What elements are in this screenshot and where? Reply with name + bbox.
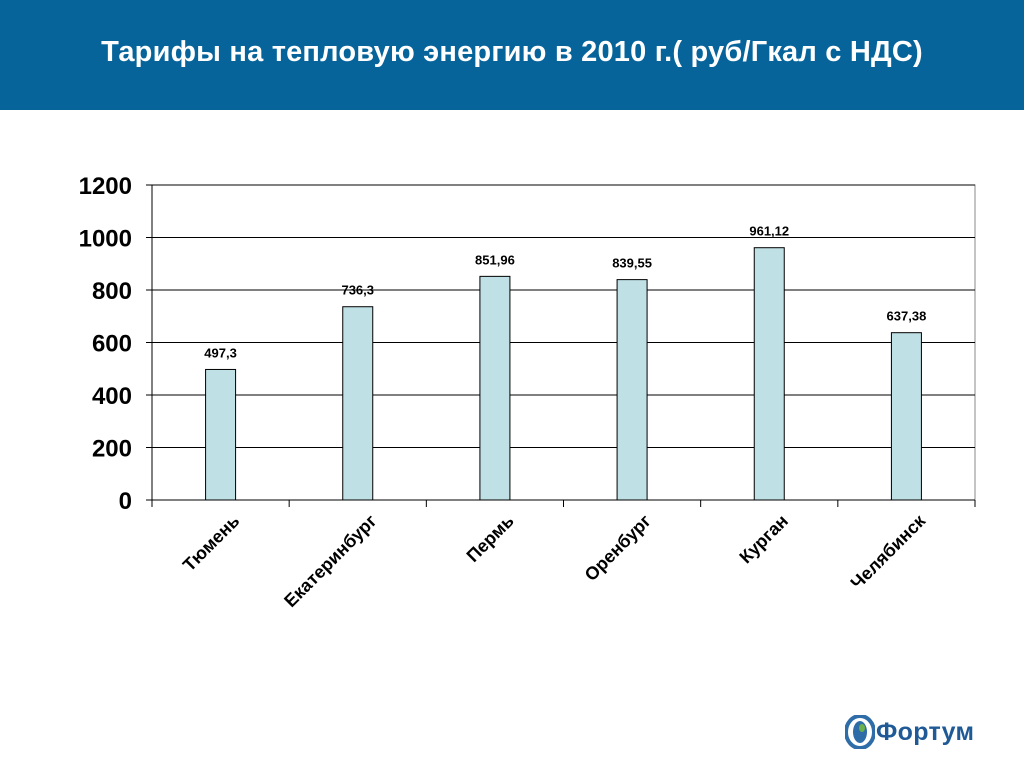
- bar-4: [616, 279, 648, 501]
- data-label: 961,12: [749, 224, 789, 239]
- data-label: 497,3: [204, 345, 237, 360]
- chart-canvas: 0 200 400 600 800 1000 1200 497,3 Тюмень 736,3 Ека…: [79, 173, 976, 611]
- y-tick-label: 1000: [79, 226, 132, 253]
- bar-chart: 0 200 400 600 800 1000 1200 497,3 Тюмень 736,3 Ека…: [0, 150, 1024, 670]
- data-label: 736,3: [341, 283, 374, 298]
- bar-1: [205, 368, 237, 501]
- y-tick-label: 1200: [79, 173, 132, 200]
- x-category-label: Пермь: [463, 511, 518, 566]
- bar-6: [890, 332, 922, 501]
- logo-text: Фортум: [876, 717, 975, 746]
- y-tick-label: 0: [119, 488, 132, 515]
- x-category-label: Челябинск: [847, 510, 930, 593]
- bar-5: [753, 247, 785, 501]
- company-logo: Фортум: [845, 714, 974, 750]
- x-category-label: Курган: [735, 511, 792, 568]
- x-category-label: Екатеринбург: [280, 510, 381, 611]
- y-tick-label: 600: [92, 331, 132, 358]
- bar-2: [342, 306, 374, 501]
- y-tick-label: 400: [92, 383, 132, 410]
- x-category-label: Оренбург: [581, 510, 656, 585]
- data-label: 839,55: [612, 256, 652, 271]
- x-category-label: Тюмень: [179, 511, 243, 575]
- fortum-logo-icon: [845, 715, 875, 749]
- slide-title: Тарифы на тепловую энергию в 2010 г.( ру…: [101, 35, 923, 68]
- y-tick-label: 200: [92, 436, 132, 463]
- title-bar: Тарифы на тепловую энергию в 2010 г.( ру…: [0, 0, 1024, 110]
- y-tick-label: 800: [92, 278, 132, 305]
- data-label: 851,96: [475, 252, 515, 267]
- bar-3: [479, 275, 511, 501]
- data-label: 637,38: [887, 309, 927, 324]
